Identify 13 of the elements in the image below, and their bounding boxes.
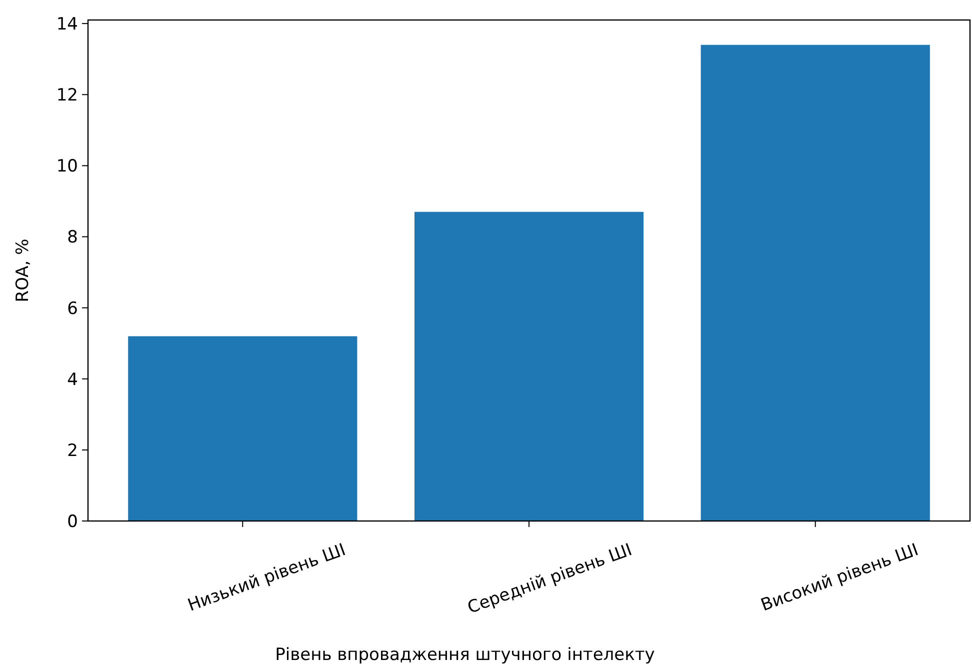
bar (128, 336, 358, 521)
y-tick-label: 12 (56, 86, 78, 106)
y-tick-label: 4 (67, 370, 78, 390)
bar (414, 212, 644, 521)
bar (700, 44, 930, 521)
y-axis-title: ROA, % (13, 238, 33, 302)
y-tick-label: 0 (67, 512, 78, 532)
y-tick-label: 2 (67, 440, 78, 461)
y-tick-label: 10 (56, 156, 78, 177)
y-tick-label: 6 (67, 298, 78, 319)
y-tick-label: 14 (56, 14, 78, 35)
x-axis-title: Рівень впровадження штучного інтелекту (275, 645, 655, 665)
y-tick-label: 8 (67, 228, 78, 248)
